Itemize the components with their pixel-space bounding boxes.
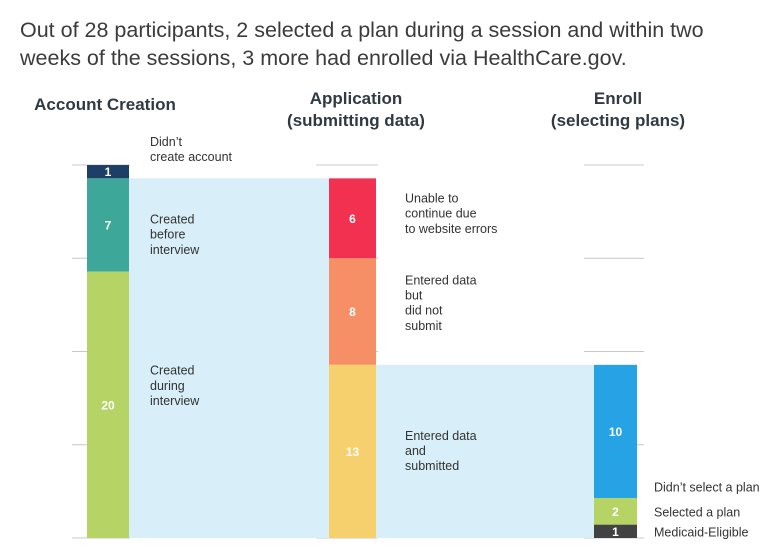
segment-label-line: Selected a plan: [654, 505, 740, 519]
segment-value: 8: [349, 305, 356, 319]
bar-segment: [87, 178, 129, 272]
column-title-line: (submitting data): [287, 111, 425, 130]
segment-label-line: continue due: [405, 207, 477, 221]
segment-label-line: Entered data: [405, 273, 477, 287]
segment-label: Didn’t select a plan: [654, 480, 760, 494]
segment-label-line: did not: [405, 304, 443, 318]
flow-band: [376, 364, 594, 538]
segment-label-line: to website errors: [405, 222, 497, 236]
segment-label: Entered data and submitted: [405, 429, 477, 473]
bar-segment: [594, 524, 637, 538]
segment-value: 1: [105, 165, 112, 179]
segment-label-line: but: [405, 288, 423, 302]
segment-label-line: submit: [405, 319, 442, 333]
bar-segment: [87, 271, 129, 538]
segment-value: 20: [101, 398, 115, 412]
segment-label: Entered data but did not submit: [405, 273, 477, 333]
bar-segment: [329, 364, 376, 538]
segment-label-line: Didn’t: [150, 135, 182, 149]
segment-value: 13: [346, 445, 360, 459]
segment-value: 2: [612, 505, 619, 519]
column-title-line: Account Creation: [34, 95, 176, 114]
bar-segment: [594, 498, 637, 525]
segment-label-line: before: [150, 228, 185, 242]
segment-label: Unable to continue due to website errors: [405, 191, 497, 235]
segment-label-line: submitted: [405, 459, 459, 473]
segment-label-line: Entered data: [405, 429, 477, 443]
segment-label-line: interview: [150, 394, 200, 408]
chart-headline: Out of 28 participants, 2 selected a pla…: [20, 18, 704, 70]
segment-value: 6: [349, 212, 356, 226]
segment-label-line: during: [150, 379, 185, 393]
segment-label: Didn’t create account: [150, 135, 233, 164]
segment-value: 7: [105, 218, 112, 232]
column-title-application: Application (submitting data): [256, 88, 456, 132]
segment-label: Medicaid-Eligible: [654, 525, 749, 539]
segment-label-line: Created: [150, 364, 195, 378]
column-title-account-creation: Account Creation: [10, 94, 200, 116]
segment-label-line: Unable to: [405, 191, 459, 205]
segment-label-line: Created: [150, 212, 195, 226]
segment-value: 10: [609, 425, 623, 439]
segment-label: Selected a plan: [654, 505, 740, 519]
bar-segment: [87, 165, 129, 179]
column-title-line: Enroll: [593, 89, 643, 108]
segment-label-line: interview: [150, 243, 200, 257]
column-title-line: Application: [309, 89, 403, 108]
bar-segment: [329, 258, 376, 365]
segment-label-line: and: [405, 444, 426, 458]
segment-label: Created during interview: [150, 364, 200, 408]
column-title-enroll: Enroll (selecting plans): [518, 88, 718, 132]
bar-segment: [329, 178, 376, 259]
flow-band: [129, 178, 329, 539]
segment-label-line: Medicaid-Eligible: [654, 525, 749, 539]
segment-label: Created before interview: [150, 212, 200, 256]
segment-value: 1: [612, 525, 619, 539]
segment-label-line: create account: [150, 150, 233, 164]
segment-label-line: Didn’t select a plan: [654, 480, 760, 494]
column-title-line: (selecting plans): [550, 111, 686, 130]
bar-segment: [594, 364, 637, 499]
